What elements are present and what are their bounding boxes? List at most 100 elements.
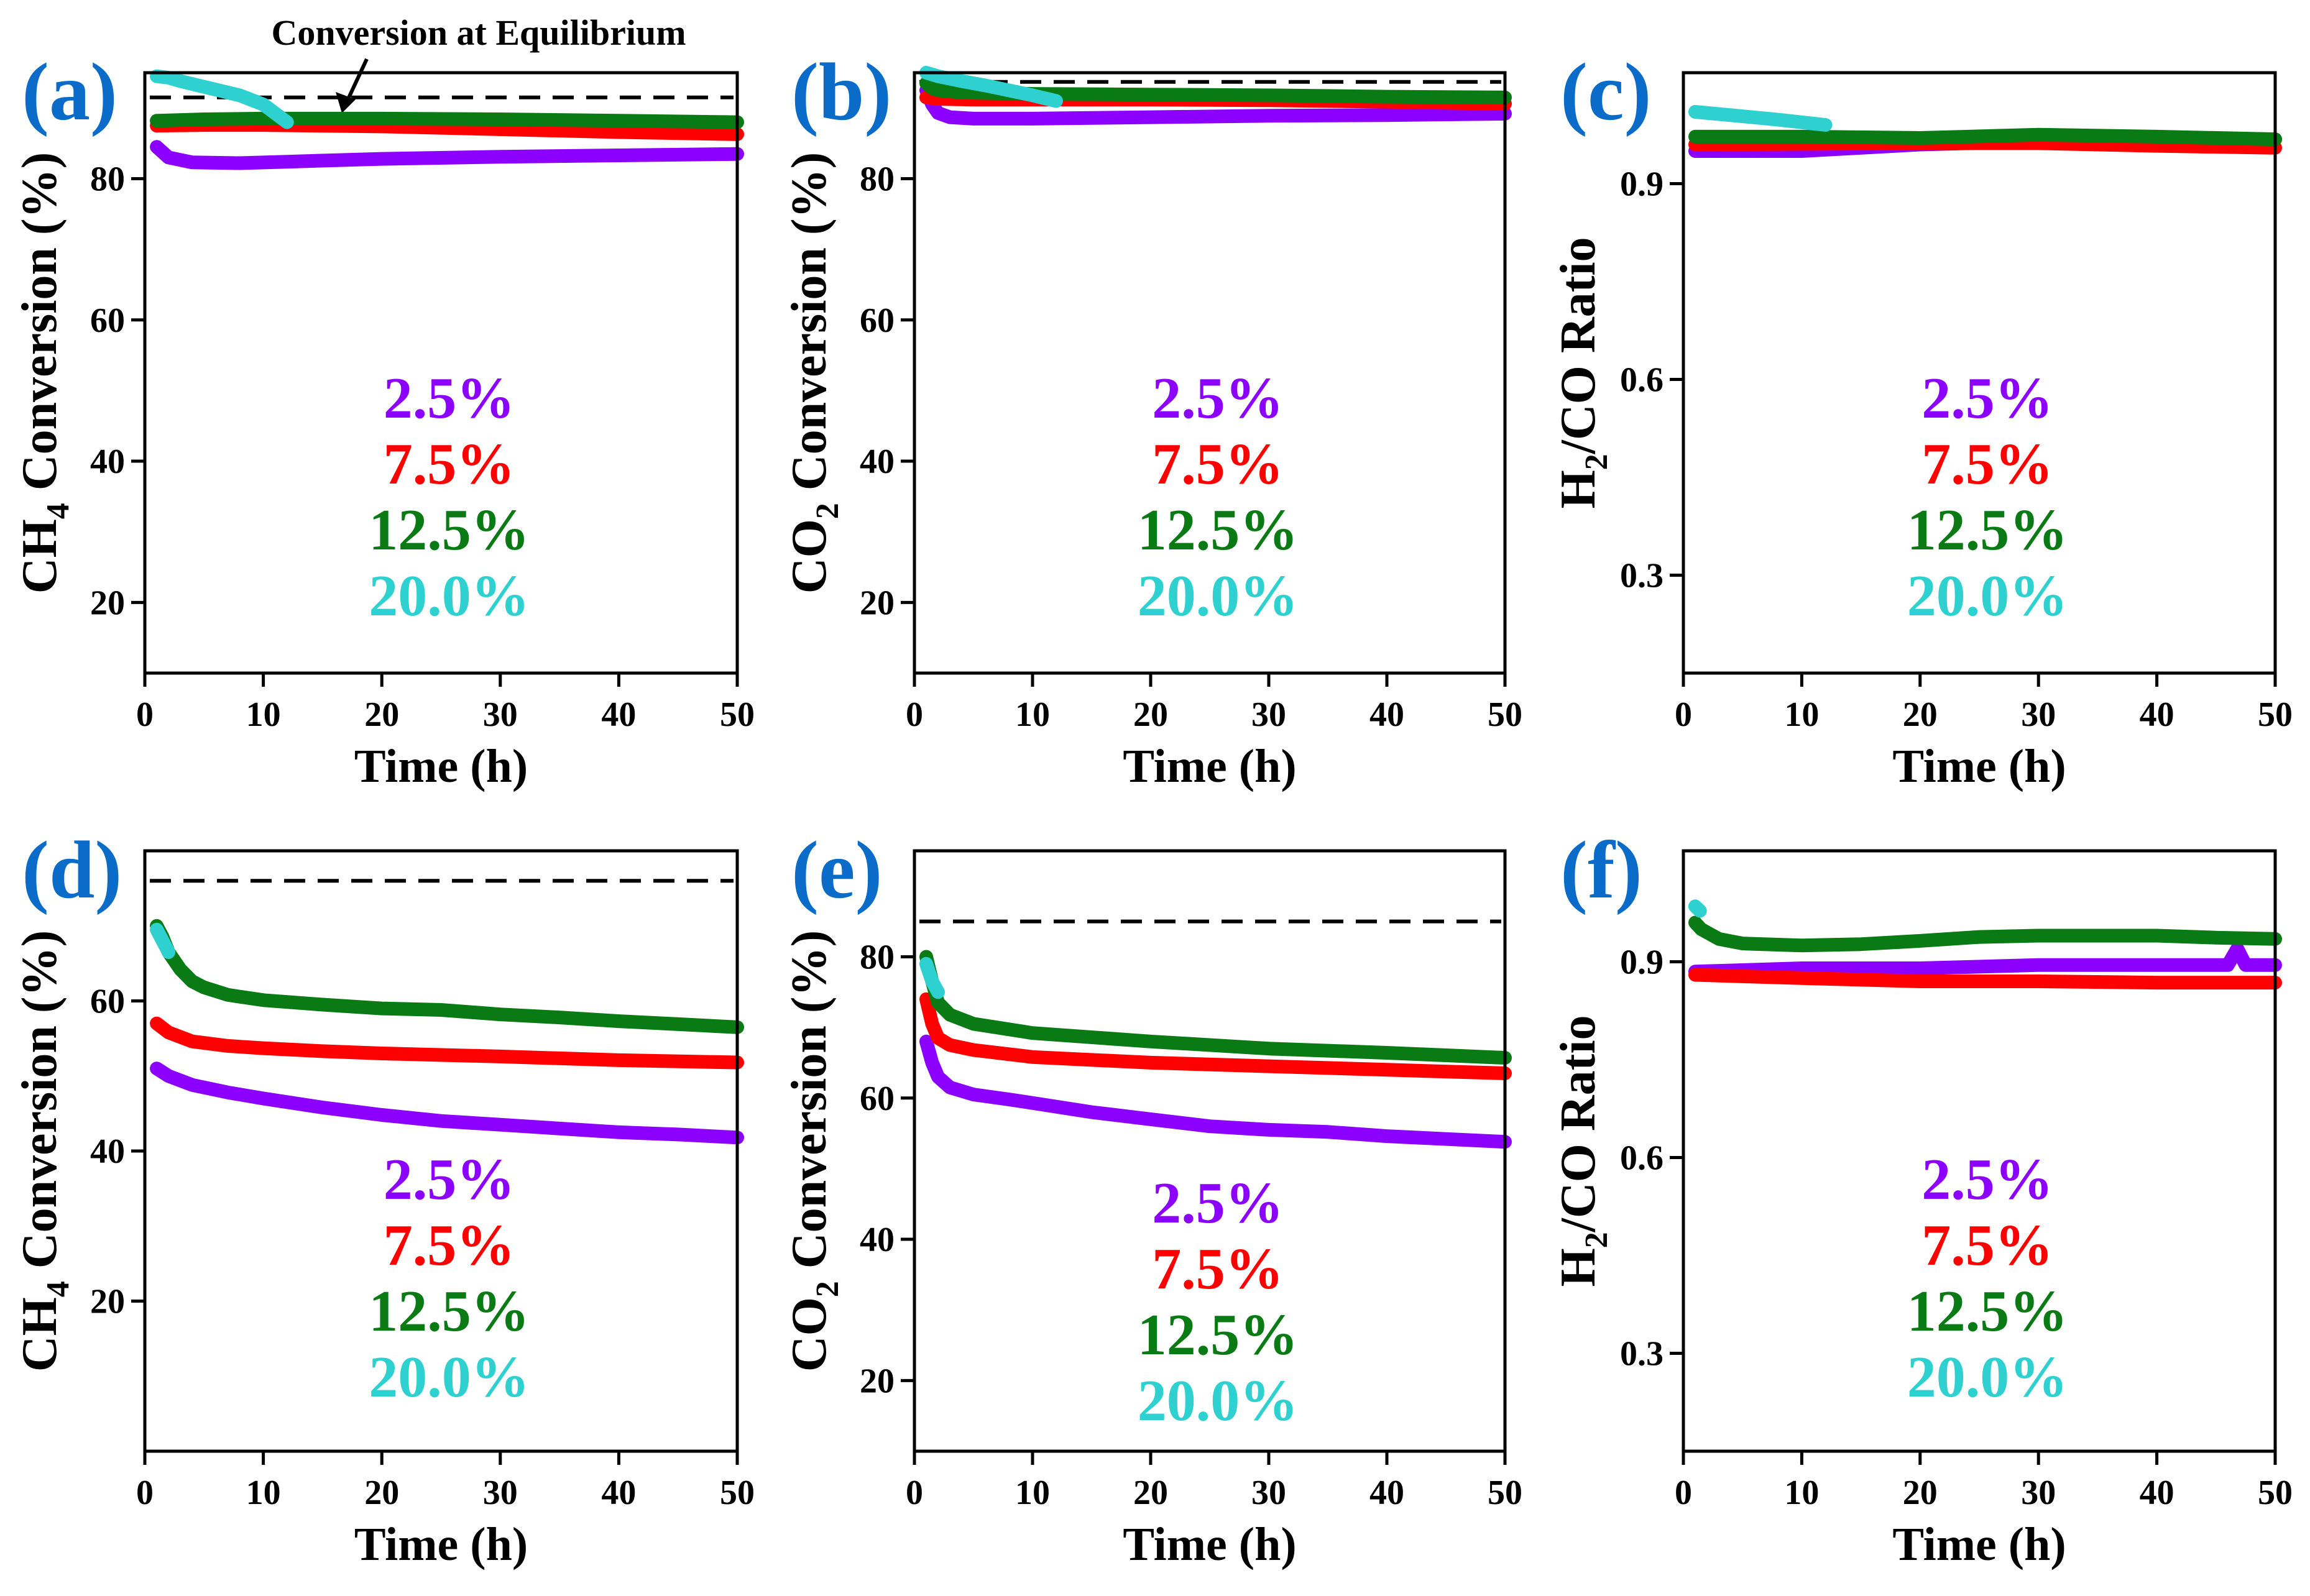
legend-entry-4: 20.0% — [1907, 1345, 2068, 1410]
legend-entry-1: 2.5% — [1921, 366, 2053, 431]
x-tick-label: 30 — [2021, 1474, 2056, 1512]
legend-entry-1: 2.5% — [384, 366, 515, 431]
x-tick-label: 30 — [1251, 1474, 1286, 1512]
y-tick-label: 0.3 — [1620, 557, 1663, 595]
y-axis-title-subscript: 4 — [40, 1281, 76, 1297]
legend-entry-3: 12.5% — [1907, 1279, 2068, 1344]
panel-label: (e) — [791, 824, 883, 915]
legend-entry-4: 20.0% — [1907, 564, 2068, 628]
y-tick-label: 60 — [90, 301, 125, 340]
series-3-line — [1688, 127, 2282, 147]
x-tick-label: 20 — [364, 695, 399, 734]
panel-a: 0 10 20 30 40 50 20 40 60 80 Time (h) CH4 Conversio… — [12, 46, 755, 792]
y-tick-label: 60 — [90, 983, 125, 1021]
x-tick-label: 20 — [1133, 695, 1168, 734]
panel-d: 0 10 20 30 40 50 20 40 60 Time (h) CH4 Conversion … — [12, 824, 755, 1571]
legend-entry-1: 2.5% — [1152, 366, 1284, 431]
series-2-line — [150, 1016, 744, 1070]
series-1-line — [919, 1034, 1512, 1149]
y-axis-title-rest: Conversion (%) — [12, 930, 67, 1281]
x-tick-label: 40 — [2140, 695, 2174, 734]
series-3-line — [150, 111, 744, 129]
y-axis-title-rest: Conversion (%) — [782, 152, 837, 503]
y-axis-title-main: CO — [782, 1297, 837, 1372]
series-4-line — [919, 956, 945, 999]
plot-frame — [913, 71, 1507, 675]
legend-entry-4: 20.0% — [1138, 1369, 1299, 1433]
y-tick-label: 40 — [90, 443, 125, 481]
legend-entry-2: 7.5% — [384, 432, 515, 497]
y-axis-title-main: H — [1551, 1248, 1606, 1286]
x-tick-label: 40 — [601, 1474, 636, 1512]
y-tick-label: 40 — [90, 1132, 125, 1171]
y-axis-title-main: CH — [12, 1297, 67, 1372]
legend-entry-2: 7.5% — [1152, 1237, 1284, 1301]
panel-label: (f) — [1560, 824, 1642, 915]
y-axis-title-rest: /CO Ratio — [1551, 1015, 1606, 1232]
legend-entry-4: 20.0% — [369, 1345, 530, 1410]
x-tick-label: 40 — [601, 695, 636, 734]
legend-entry-2: 7.5% — [1921, 432, 2053, 497]
x-tick-label: 50 — [2258, 695, 2293, 734]
legend-entry-1: 2.5% — [384, 1147, 515, 1212]
panel-f: 0 10 20 30 40 50 0.3 0.6 0.9 Time (h) H2/CO Ratio (… — [1551, 824, 2293, 1571]
legend-entry-1: 2.5% — [1152, 1171, 1284, 1236]
y-tick-label: 0.9 — [1620, 943, 1663, 982]
y-axis-title-subscript: 2 — [810, 503, 845, 519]
equilibrium-annotation: Conversion at Equilibrium — [271, 12, 686, 113]
x-tick-label: 20 — [1903, 1474, 1938, 1512]
y-axis-title-subscript: 4 — [40, 503, 76, 519]
panel-label: (d) — [22, 824, 122, 915]
series-2-line — [919, 992, 1512, 1080]
panel-c: 0 10 20 30 40 50 0.3 0.6 0.9 Time (h) H2/CO Ratio (… — [1551, 46, 2293, 792]
x-tick-label: 0 — [1675, 695, 1692, 734]
x-axis-title: Time (h) — [354, 740, 528, 792]
legend-entry-4: 20.0% — [1138, 564, 1299, 628]
x-tick-label: 10 — [1784, 1474, 1819, 1512]
legend-entry-3: 12.5% — [1907, 498, 2068, 562]
x-tick-label: 20 — [364, 1474, 399, 1512]
x-tick-label: 30 — [1251, 695, 1286, 734]
x-tick-label: 0 — [136, 1474, 154, 1512]
x-tick-label: 20 — [1133, 1474, 1168, 1512]
y-tick-label: 80 — [860, 938, 895, 976]
x-axis-title: Time (h) — [354, 1518, 528, 1571]
y-tick-label: 20 — [860, 1362, 895, 1400]
legend-entry-1: 2.5% — [1921, 1147, 2053, 1212]
y-tick-label: 80 — [90, 160, 125, 198]
x-tick-label: 10 — [246, 1474, 281, 1512]
series-1-line — [150, 140, 744, 170]
y-axis-title-subscript: 2 — [1579, 1232, 1614, 1248]
x-tick-label: 50 — [1488, 1474, 1522, 1512]
equilibrium-annotation-text: Conversion at Equilibrium — [271, 12, 686, 53]
y-axis-title: CO2 Conversion (%) — [782, 930, 845, 1372]
panel-e: 0 10 20 30 40 50 20 40 60 80 Time (h) CO2 Conversio… — [782, 824, 1522, 1571]
y-axis-title-subscript: 2 — [810, 1281, 845, 1297]
series-1-line — [919, 83, 1512, 126]
x-tick-label: 40 — [1369, 1474, 1404, 1512]
y-tick-label: 20 — [90, 1283, 125, 1321]
x-tick-label: 10 — [1015, 1474, 1050, 1512]
panel-label: (c) — [1560, 46, 1652, 137]
x-tick-label: 50 — [1488, 695, 1522, 734]
legend-entry-3: 12.5% — [369, 1279, 530, 1344]
y-tick-label: 0.3 — [1620, 1335, 1663, 1374]
x-tick-label: 10 — [1015, 695, 1050, 734]
x-tick-label: 40 — [1369, 695, 1404, 734]
y-tick-label: 40 — [860, 1221, 895, 1259]
series-1-line — [150, 1062, 744, 1145]
legend-entry-3: 12.5% — [369, 498, 530, 562]
y-tick-label: 0.6 — [1620, 1139, 1663, 1178]
x-axis-title: Time (h) — [1892, 740, 2066, 792]
y-tick-label: 60 — [860, 1080, 895, 1118]
y-axis-title-rest: Conversion (%) — [12, 152, 67, 503]
x-tick-label: 30 — [483, 1474, 518, 1512]
y-axis-title-subscript: 2 — [1579, 454, 1614, 470]
series-1-line — [1688, 942, 2282, 979]
x-tick-label: 20 — [1903, 695, 1938, 734]
x-tick-label: 30 — [2021, 695, 2056, 734]
series-3-line — [1688, 915, 2282, 953]
y-axis-title: CH4 Conversion (%) — [12, 930, 76, 1372]
series-4-line — [1688, 899, 1707, 918]
